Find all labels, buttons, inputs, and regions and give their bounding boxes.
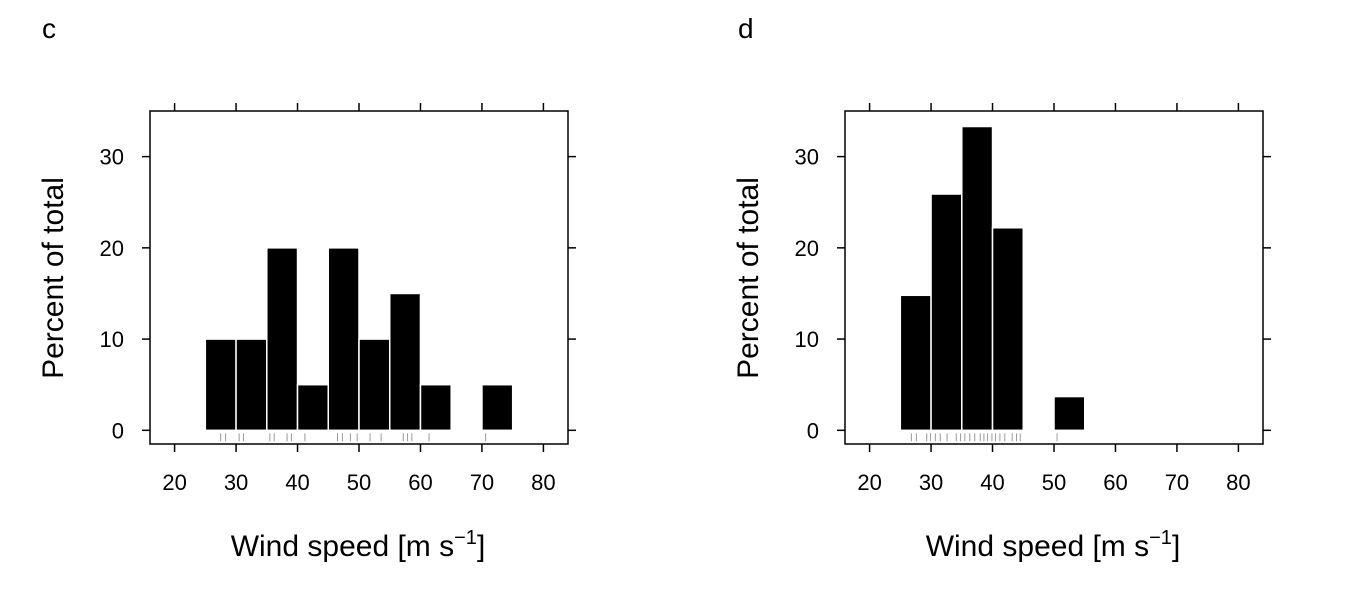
x-tick-label: 60 [408, 470, 432, 495]
histogram-bar [481, 383, 514, 432]
histogram-bar [266, 247, 299, 432]
x-tick-label: 30 [919, 470, 943, 495]
x-axis-label-superscript: −1 [1149, 527, 1172, 549]
y-tick-label: 20 [795, 236, 819, 261]
histogram-bar [204, 338, 237, 432]
y-tick-label: 10 [795, 327, 819, 352]
tick-labels: 20 30 40 50 60 70 80 0 10 20 30 [100, 145, 556, 495]
x-tick-label: 80 [1226, 470, 1250, 495]
x-axis-label: Wind speed [m s−1] [231, 527, 486, 563]
tick-labels: 20 30 40 50 60 70 80 0 10 20 30 [795, 145, 1251, 495]
y-tick-label: 30 [100, 145, 124, 170]
rug-marks [220, 433, 487, 442]
x-tick-label: 50 [1042, 470, 1066, 495]
histogram-bar [358, 338, 391, 432]
x-tick-label: 20 [162, 470, 186, 495]
histogram-bar [388, 292, 422, 432]
histogram-bar [1053, 395, 1086, 432]
x-axis-label-superscript: −1 [454, 527, 477, 549]
y-axis-label: Percent of total [37, 177, 70, 379]
histogram-panel-d: d 20 30 40 50 60 70 80 0 10 20 30 Percent of total… [732, 13, 1271, 563]
histogram-panel-c: c 20 30 40 50 60 70 80 0 10 20 30 Percent of total… [37, 13, 576, 563]
rug-marks [910, 433, 1058, 442]
x-axis-label-main: Wind speed [m s [926, 530, 1149, 563]
x-tick-label: 40 [980, 470, 1004, 495]
x-tick-label: 80 [531, 470, 555, 495]
histogram-bar [235, 338, 268, 432]
x-axis-label-close: ] [1172, 530, 1180, 563]
bars [204, 247, 514, 432]
y-tick-label: 20 [100, 236, 124, 261]
x-tick-label: 20 [857, 470, 881, 495]
y-axis-label: Percent of total [732, 177, 765, 379]
histogram-bar [930, 193, 963, 432]
histogram-bar [419, 383, 452, 432]
bars [899, 125, 1086, 432]
x-tick-label: 70 [470, 470, 494, 495]
histogram-bar [991, 227, 1025, 432]
axis-ticks [837, 103, 1271, 452]
x-tick-label: 70 [1165, 470, 1189, 495]
axis-ticks [142, 103, 576, 452]
histogram-bar [899, 294, 932, 432]
y-tick-label: 30 [795, 145, 819, 170]
x-axis-label-main: Wind speed [m s [231, 530, 454, 563]
panel-letter: c [42, 13, 56, 44]
y-tick-label: 0 [807, 418, 819, 443]
x-tick-label: 50 [347, 470, 371, 495]
x-tick-label: 40 [285, 470, 309, 495]
x-axis-label-close: ] [477, 530, 485, 563]
y-tick-label: 10 [100, 327, 124, 352]
panel-letter: d [738, 13, 754, 44]
y-tick-label: 0 [112, 418, 124, 443]
histogram-bar [327, 247, 360, 432]
x-axis-label: Wind speed [m s−1] [926, 527, 1181, 563]
x-tick-label: 60 [1103, 470, 1127, 495]
histogram-bar [961, 125, 994, 432]
histogram-bar [296, 383, 330, 432]
x-tick-label: 30 [224, 470, 248, 495]
